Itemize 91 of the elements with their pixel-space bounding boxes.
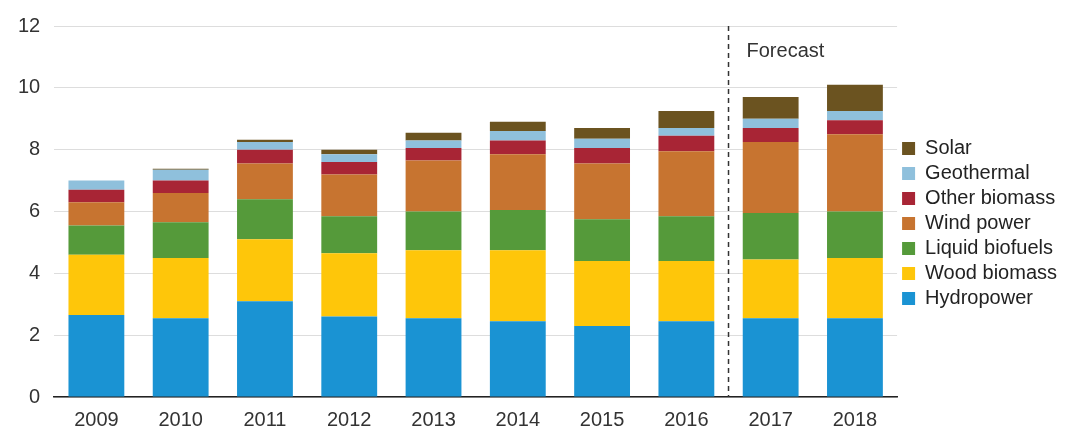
bar — [742, 318, 799, 397]
bar — [321, 154, 378, 163]
y-tick-label: 0 — [29, 384, 41, 407]
y-tick-label: 6 — [29, 199, 41, 222]
ref-line-label: Forecast — [746, 39, 825, 62]
bar — [152, 192, 209, 223]
bar — [489, 121, 546, 132]
bar — [658, 321, 715, 397]
bar — [152, 169, 209, 181]
bar — [574, 163, 631, 220]
bar — [237, 149, 293, 164]
bar — [827, 134, 883, 212]
x-tick-label: 2012 — [326, 407, 372, 430]
bar — [237, 301, 293, 397]
bar — [658, 151, 715, 217]
bar — [321, 216, 378, 254]
bar — [68, 315, 125, 397]
bar — [152, 318, 209, 397]
legend-label: Hydropower — [925, 286, 1034, 309]
bar — [574, 128, 631, 139]
bar — [574, 325, 631, 397]
bar — [68, 225, 125, 255]
y-tick-label: 8 — [29, 137, 41, 160]
bar — [827, 111, 883, 121]
bar — [152, 180, 209, 193]
bar — [68, 202, 125, 226]
bar — [827, 318, 883, 397]
x-tick-label: 2015 — [579, 407, 625, 430]
bar — [68, 180, 125, 190]
x-tick-label: 2014 — [495, 407, 541, 430]
bar — [321, 174, 378, 217]
x-tick-label: 2018 — [832, 407, 878, 430]
bar — [321, 316, 378, 397]
bar — [742, 97, 799, 119]
bar — [321, 162, 378, 175]
bar — [489, 209, 546, 251]
bar — [237, 139, 293, 142]
bar — [405, 160, 462, 212]
bar — [658, 260, 715, 322]
bar — [405, 140, 462, 149]
bar — [742, 118, 799, 129]
bar — [742, 213, 799, 260]
x-tick-label: 2013 — [411, 407, 456, 430]
bar — [658, 128, 715, 136]
bar — [827, 84, 883, 112]
bar — [152, 222, 209, 258]
legend-label: Wind power — [925, 211, 1032, 234]
legend-label: Solar — [925, 136, 973, 159]
bar — [405, 318, 462, 397]
bar — [827, 120, 883, 135]
bar — [405, 148, 462, 161]
legend-label: Liquid biofuels — [925, 236, 1053, 259]
bar — [489, 154, 546, 210]
bar — [237, 141, 293, 150]
legend-label: Geothermal — [925, 161, 1030, 184]
bar — [574, 138, 631, 149]
bar — [405, 250, 462, 319]
y-tick-label: 12 — [18, 13, 41, 36]
bar — [574, 260, 631, 326]
bar — [405, 211, 462, 251]
x-tick-label: 2009 — [74, 407, 119, 430]
y-tick-label: 2 — [29, 322, 41, 345]
bar — [574, 148, 631, 164]
bar — [489, 140, 546, 155]
bar — [827, 257, 883, 319]
bar — [489, 250, 546, 322]
bar — [68, 254, 125, 316]
bar — [237, 239, 293, 302]
legend-label: Other biomass — [925, 186, 1056, 209]
bar — [237, 163, 293, 200]
x-tick-label: 2011 — [243, 407, 287, 430]
bar — [658, 216, 715, 261]
bar — [152, 257, 209, 319]
bar — [237, 199, 293, 240]
y-tick-label: 10 — [18, 75, 41, 98]
bar — [574, 219, 631, 261]
bar — [658, 135, 715, 152]
bar — [658, 111, 715, 129]
legend-label: Wood biomass — [925, 261, 1058, 284]
bar — [489, 321, 546, 397]
bar — [742, 128, 799, 142]
x-tick-label: 2017 — [748, 407, 793, 430]
bar — [321, 253, 378, 317]
bar — [68, 189, 125, 203]
bar — [742, 259, 799, 319]
bar — [489, 131, 546, 141]
bar — [742, 141, 799, 214]
x-tick-label: 2010 — [158, 407, 203, 430]
y-tick-label: 4 — [29, 260, 41, 283]
x-tick-label: 2016 — [664, 407, 709, 430]
bar — [827, 211, 883, 258]
